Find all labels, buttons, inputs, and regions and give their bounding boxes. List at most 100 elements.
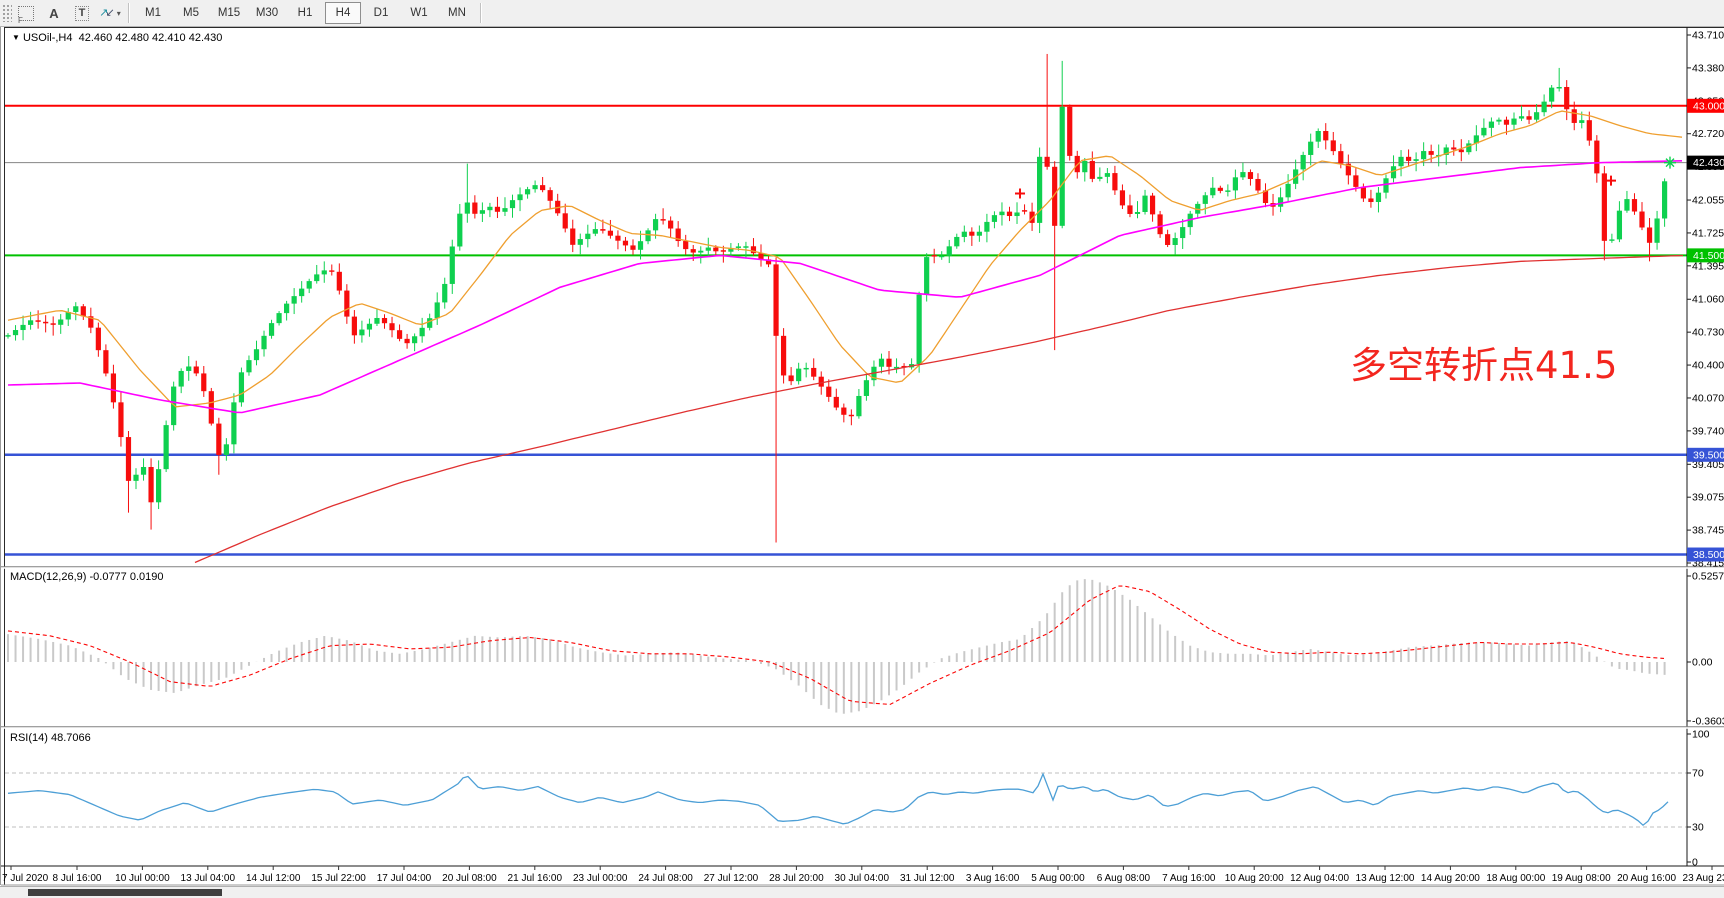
main-price-panel bbox=[5, 53, 1687, 564]
macd-name: MACD(12,26,9) bbox=[10, 571, 87, 583]
rsi-line bbox=[7, 772, 1669, 827]
macd-signal-line bbox=[7, 585, 1665, 706]
timeframe-button-w1[interactable]: W1 bbox=[410, 7, 428, 19]
price-label-box bbox=[1687, 155, 1724, 170]
chart-annotation-text: 多空转折点41.5 bbox=[1350, 344, 1618, 387]
macd-panel bbox=[7, 579, 1666, 714]
cross-marker-1[interactable] bbox=[1606, 175, 1616, 186]
timeframe-button-d1[interactable]: D1 bbox=[373, 7, 389, 19]
last-price-star-icon bbox=[1664, 156, 1676, 169]
chart-grid-button[interactable]: F bbox=[13, 1, 39, 25]
price-label-box bbox=[1687, 248, 1724, 263]
time-label: 15 Jul 22:00 bbox=[311, 873, 366, 884]
window-border bbox=[4, 27, 1724, 28]
macd-tick-label: 0.00 bbox=[1692, 657, 1713, 669]
timeframe-button-h1[interactable]: H1 bbox=[297, 7, 313, 19]
macd-tick-label: 0.5257 bbox=[1692, 571, 1724, 583]
scrollbar-thumb[interactable] bbox=[28, 889, 222, 896]
window-border bbox=[4, 27, 5, 885]
ma-slow-line bbox=[194, 254, 1684, 564]
letter-t-icon: T bbox=[74, 5, 90, 21]
dotted-box-icon: F bbox=[18, 5, 34, 25]
chevron-down-icon: ▾ bbox=[116, 8, 121, 18]
time-label: 14 Jul 12:00 bbox=[246, 873, 301, 884]
price-label-box bbox=[1687, 98, 1724, 113]
time-label: 7 Aug 16:00 bbox=[1162, 873, 1216, 884]
price-tick-label: 43.710 bbox=[1692, 30, 1724, 42]
price-label-text: 41.500 bbox=[1693, 250, 1724, 262]
price-tick-label: 41.725 bbox=[1692, 227, 1724, 239]
toolbar-separator bbox=[480, 3, 482, 23]
f-label: F bbox=[18, 15, 23, 25]
time-label: 8 Jul 16:00 bbox=[53, 873, 102, 884]
price-label-box bbox=[1687, 447, 1724, 462]
arrows-tool-button[interactable]: ↗ ↙ ▾ bbox=[97, 1, 123, 25]
timeframe-button-group: M1 M5 M15 M30 H1 H4 D1 W1 MN bbox=[134, 2, 476, 24]
time-label: 5 Aug 00:00 bbox=[1031, 873, 1085, 884]
price-label-box bbox=[1687, 547, 1724, 562]
ma-fast-line bbox=[7, 110, 1683, 408]
timeframe-button-m5[interactable]: M5 bbox=[183, 7, 199, 19]
timeframe-button-m15[interactable]: M15 bbox=[217, 7, 241, 19]
chart-title: ▼ USOil-,H4 42.460 42.480 42.410 42.430 bbox=[12, 32, 222, 44]
macd-tick-label: -0.3603 bbox=[1692, 715, 1724, 727]
price-tick-label: 43.380 bbox=[1692, 62, 1724, 74]
rsi-panel bbox=[5, 772, 1687, 828]
price-tick-label: 40.400 bbox=[1692, 360, 1724, 372]
time-label: 18 Aug 00:00 bbox=[1486, 873, 1545, 884]
letter-a-icon: A bbox=[49, 5, 59, 21]
time-label: 7 Jul 2020 bbox=[2, 873, 49, 884]
time-label: 24 Jul 08:00 bbox=[638, 873, 693, 884]
time-label: 30 Jul 04:00 bbox=[835, 873, 890, 884]
symbol-dropdown-icon: ▼ bbox=[12, 33, 20, 42]
chart-symbol-period: USOil-,H4 bbox=[22, 32, 73, 44]
price-tick-label: 41.060 bbox=[1692, 294, 1724, 306]
price-tick-label: 42.720 bbox=[1692, 128, 1724, 140]
text-tool-button[interactable]: A bbox=[41, 1, 67, 25]
label-tool-button[interactable]: T bbox=[69, 1, 95, 25]
time-label: 13 Aug 12:00 bbox=[1356, 873, 1415, 884]
time-label: 17 Jul 04:00 bbox=[377, 873, 432, 884]
price-tick-label: 38.745 bbox=[1692, 525, 1724, 537]
time-label: 10 Jul 00:00 bbox=[115, 873, 170, 884]
time-label: 23 Aug 23:00 bbox=[1683, 873, 1724, 884]
timeframe-button-m30[interactable]: M30 bbox=[255, 7, 279, 19]
price-tick-label: 41.395 bbox=[1692, 260, 1724, 272]
price-label-text: 38.500 bbox=[1693, 549, 1724, 561]
time-label: 20 Aug 16:00 bbox=[1617, 873, 1676, 884]
time-label: 19 Aug 08:00 bbox=[1552, 873, 1611, 884]
rsi-current-value: 48.7066 bbox=[50, 732, 91, 744]
price-label-text: 42.430 bbox=[1693, 157, 1724, 169]
macd-indicator-label: MACD(12,26,9) -0.0777 0.0190 bbox=[10, 571, 164, 583]
time-label: 23 Jul 00:00 bbox=[573, 873, 628, 884]
rsi-tick-label: 70 bbox=[1692, 768, 1704, 780]
timeframe-button-m1[interactable]: M1 bbox=[145, 7, 161, 19]
chart-ohlc-values: 42.460 42.480 42.410 42.430 bbox=[78, 32, 223, 44]
price-tick-label: 39.075 bbox=[1692, 492, 1724, 504]
time-label: 31 Jul 12:00 bbox=[900, 873, 955, 884]
cross-marker-0[interactable] bbox=[1015, 188, 1025, 199]
ma-mid-line bbox=[7, 160, 1683, 414]
rsi-tick-label: 30 bbox=[1692, 822, 1704, 834]
candlesticks bbox=[5, 53, 1668, 543]
time-label: 3 Aug 16:00 bbox=[966, 873, 1020, 884]
window-border bbox=[0, 27, 1, 885]
time-label: 28 Jul 20:00 bbox=[769, 873, 824, 884]
time-label: 14 Aug 20:00 bbox=[1421, 873, 1480, 884]
price-label-text: 43.000 bbox=[1693, 100, 1724, 112]
timeframe-button-h4[interactable]: H4 bbox=[325, 2, 361, 24]
macd-current-values: -0.0777 0.0190 bbox=[89, 571, 164, 583]
price-label-text: 39.500 bbox=[1693, 449, 1724, 461]
time-label: 27 Jul 12:00 bbox=[704, 873, 759, 884]
price-tick-label: 40.730 bbox=[1692, 327, 1724, 339]
time-label: 12 Aug 04:00 bbox=[1290, 873, 1349, 884]
toolbar-drag-handle[interactable] bbox=[2, 4, 12, 22]
horizontal-scrollbar[interactable] bbox=[0, 886, 1724, 898]
arrow-sw-icon: ↙ bbox=[105, 7, 115, 19]
price-tick-label: 40.070 bbox=[1692, 392, 1724, 404]
timeframe-button-mn[interactable]: MN bbox=[448, 7, 466, 19]
price-tick-label: 42.055 bbox=[1692, 195, 1724, 207]
arrow-ne-icon: ↗ bbox=[99, 7, 109, 19]
